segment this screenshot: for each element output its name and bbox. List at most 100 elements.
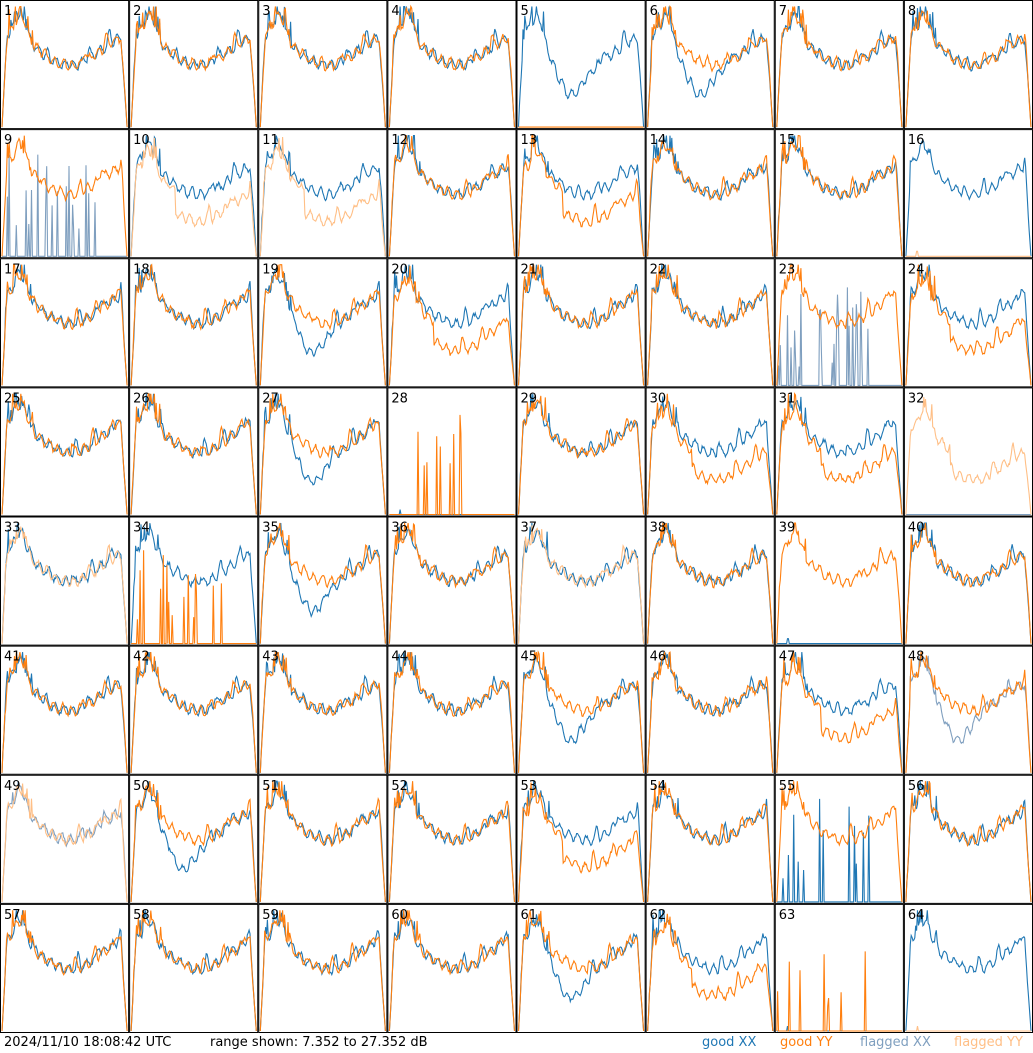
panel-label: 57 <box>4 908 21 923</box>
series-xx-good <box>647 264 774 386</box>
panel-frame <box>129 774 259 904</box>
series-yy-good <box>776 652 903 773</box>
panel-label: 16 <box>908 133 925 148</box>
series-xx-good <box>388 910 516 1032</box>
panel-frame <box>0 387 130 517</box>
series-yy-good <box>905 522 1032 644</box>
series-yy-good <box>905 780 1032 902</box>
panel-63: 63 <box>774 903 904 1033</box>
panel-label: 60 <box>391 908 408 923</box>
panel-frame <box>645 129 775 259</box>
panel-label: 8 <box>908 4 916 19</box>
panel-frame <box>387 516 517 646</box>
panel-label: 34 <box>133 521 150 536</box>
panel-label: 12 <box>391 133 408 148</box>
panel-frame <box>129 387 259 517</box>
panel-label: 55 <box>779 779 796 794</box>
panel-57: 57 <box>0 903 130 1033</box>
panel-label: 19 <box>262 262 279 277</box>
panel-frame <box>774 903 904 1033</box>
series-yy-good <box>1 651 128 773</box>
panel-label: 10 <box>133 133 150 148</box>
panel-frame <box>903 516 1033 646</box>
panel-2: 2 <box>129 0 259 130</box>
panel-22: 22 <box>645 258 775 388</box>
panel-36: 36 <box>387 516 517 646</box>
series-yy-good <box>1 135 128 257</box>
series-yy-good <box>388 265 516 386</box>
panel-label: 35 <box>262 521 279 536</box>
panel-label: 25 <box>4 391 21 406</box>
panel-64: 64 <box>903 903 1033 1033</box>
panel-17: 17 <box>0 258 130 388</box>
series-yy-good <box>259 522 386 644</box>
panel-56: 56 <box>903 774 1033 904</box>
series-xx-good <box>905 910 1032 1032</box>
panel-4: 4 <box>387 0 517 130</box>
panel-33: 33 <box>0 516 130 646</box>
panel-label: 30 <box>650 391 667 406</box>
panel-frame <box>645 645 775 775</box>
series-yy-flagged <box>905 397 1032 515</box>
panel-29: 29 <box>516 387 646 517</box>
panel-label: 40 <box>908 521 925 536</box>
panel-label: 1 <box>4 4 12 19</box>
panel-label: 45 <box>521 650 538 665</box>
panel-frame <box>0 903 130 1033</box>
series-yy-good <box>388 781 516 902</box>
series-yy-flagged <box>517 525 645 644</box>
series-xx-good <box>517 135 645 257</box>
series-xx-good <box>776 638 902 645</box>
series-yy-flagged <box>130 137 257 257</box>
panel-28: 28 <box>387 387 517 517</box>
series-yy-good <box>647 781 774 902</box>
panel-label: 54 <box>650 779 667 794</box>
series-yy-good <box>517 782 645 902</box>
series-yy-good <box>647 393 774 515</box>
panel-49: 49 <box>0 774 130 904</box>
panel-label: 23 <box>779 262 796 277</box>
series-yy-good <box>517 650 645 773</box>
series-yy-good <box>517 264 645 386</box>
series-xx-good <box>259 266 386 386</box>
panel-frame <box>387 774 517 904</box>
panel-frame <box>516 387 646 517</box>
panel-frame <box>516 516 646 646</box>
series-yy-good <box>130 650 257 773</box>
panel-7: 7 <box>774 0 904 130</box>
panel-frame <box>645 774 775 904</box>
series-xx-good <box>517 264 645 386</box>
panel-61: 61 <box>516 903 646 1033</box>
series-yy-good <box>776 781 903 902</box>
series-yy-good <box>259 651 386 773</box>
panel-label: 18 <box>133 262 150 277</box>
series-xx-good <box>259 135 386 257</box>
panel-frame <box>903 645 1033 775</box>
panel-label: 48 <box>908 650 925 665</box>
series-xx-good <box>647 6 774 128</box>
panel-frame <box>645 516 775 646</box>
panel-label: 50 <box>133 779 150 794</box>
legend-flagged-xx: flagged XX <box>860 1035 931 1050</box>
panel-label: 49 <box>4 779 21 794</box>
panel-37: 37 <box>516 516 646 646</box>
panel-13: 13 <box>516 129 646 259</box>
panel-54: 54 <box>645 774 775 904</box>
series-yy-good <box>905 651 1032 773</box>
series-yy-good <box>131 550 257 645</box>
panel-label: 39 <box>779 521 796 536</box>
series-xx-good <box>647 522 774 644</box>
series-yy-good <box>517 135 645 257</box>
series-yy-good <box>517 910 645 1032</box>
panel-frame <box>387 387 517 517</box>
series-yy-good <box>647 264 774 386</box>
panel-34: 34 <box>129 516 259 646</box>
panel-label: 51 <box>262 779 279 794</box>
series-xx-flagged <box>1 781 128 902</box>
panel-55: 55 <box>774 774 904 904</box>
panel-41: 41 <box>0 645 130 775</box>
panel-30: 30 <box>645 387 775 517</box>
panel-label: 56 <box>908 779 925 794</box>
panel-21: 21 <box>516 258 646 388</box>
series-yy-flagged <box>905 1026 1031 1032</box>
